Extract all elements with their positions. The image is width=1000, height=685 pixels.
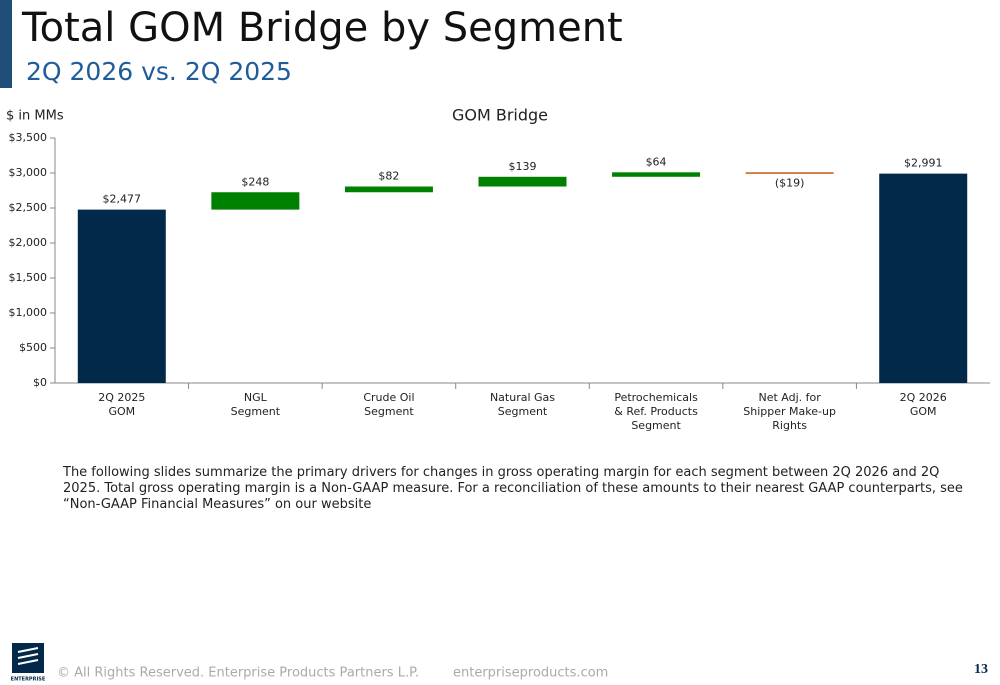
value-label: $248 bbox=[241, 175, 269, 188]
x-tick-label: Crude Oil Segment bbox=[363, 391, 414, 418]
y-tick-label: $3,000 bbox=[9, 166, 48, 179]
bar bbox=[77, 209, 166, 383]
bar bbox=[879, 173, 968, 383]
page-number: 13 bbox=[974, 662, 988, 677]
value-label: $2,477 bbox=[103, 193, 142, 206]
y-axis-label: $ in MMs bbox=[6, 109, 64, 124]
slide-title: Total GOM Bridge by Segment bbox=[21, 5, 623, 51]
x-tick-label-line: Segment bbox=[498, 405, 548, 418]
value-label: $64 bbox=[646, 155, 667, 168]
y-tick-label: $1,500 bbox=[9, 271, 48, 284]
y-tick-label: $2,500 bbox=[9, 201, 48, 214]
x-tick-label: 2Q 2026 GOM bbox=[900, 391, 947, 418]
chart-title: GOM Bridge bbox=[452, 106, 548, 125]
x-tick-label-line: NGL bbox=[244, 391, 268, 404]
logo-text: ENTERPRISE bbox=[11, 677, 46, 683]
bar bbox=[478, 176, 567, 187]
x-tick-label-line: Rights bbox=[772, 419, 807, 432]
y-tick-label: $2,000 bbox=[9, 236, 48, 249]
value-label: $82 bbox=[378, 170, 399, 183]
x-tick-label-line: GOM bbox=[910, 405, 937, 418]
x-tick-label-line: 2Q 2026 bbox=[900, 391, 947, 404]
bar bbox=[344, 186, 433, 193]
copyright: © All Rights Reserved. Enterprise Produc… bbox=[57, 666, 419, 681]
x-tick-label: 2Q 2025 GOM bbox=[98, 391, 145, 418]
x-tick-label-line: 2Q 2025 bbox=[98, 391, 145, 404]
x-tick-label-line: Petrochemicals bbox=[614, 391, 698, 404]
bar bbox=[745, 172, 834, 174]
y-tick-label: $500 bbox=[19, 341, 47, 354]
x-tick-label: Natural Gas Segment bbox=[490, 391, 555, 418]
x-tick-label-line: Shipper Make-up bbox=[743, 405, 836, 418]
value-label: $139 bbox=[509, 160, 537, 173]
x-tick-label: Petrochemicals & Ref. Products Segment bbox=[614, 391, 698, 432]
y-tick-label: $3,500 bbox=[9, 131, 48, 144]
value-label: $2,991 bbox=[904, 157, 943, 170]
logo: ENTERPRISE bbox=[11, 643, 46, 683]
x-tick-label-line: Net Adj. for bbox=[758, 391, 821, 404]
y-tick-label: $1,000 bbox=[9, 306, 48, 319]
slide-subtitle: 2Q 2026 vs. 2Q 2025 bbox=[26, 57, 292, 86]
x-tick-label-line: Natural Gas bbox=[490, 391, 555, 404]
x-tick-label-line: Segment bbox=[364, 405, 414, 418]
x-tick-label-line: GOM bbox=[108, 405, 135, 418]
x-tick-label-line: Crude Oil bbox=[363, 391, 414, 404]
website: enterpriseproducts.com bbox=[453, 666, 608, 681]
x-tick-label-line: Segment bbox=[231, 405, 281, 418]
x-tick-label: NGL Segment bbox=[231, 391, 281, 418]
bar bbox=[211, 192, 300, 210]
body-text: The following slides summarize the prima… bbox=[63, 465, 963, 512]
x-tick-label-line: Segment bbox=[631, 419, 681, 432]
accent-bar bbox=[0, 0, 12, 88]
value-label: ($19) bbox=[775, 177, 805, 190]
y-tick-label: $0 bbox=[33, 376, 47, 389]
x-tick-label: Net Adj. for Shipper Make-up Rights bbox=[743, 391, 836, 432]
x-tick-label-line: & Ref. Products bbox=[614, 405, 698, 418]
bar bbox=[612, 172, 701, 177]
